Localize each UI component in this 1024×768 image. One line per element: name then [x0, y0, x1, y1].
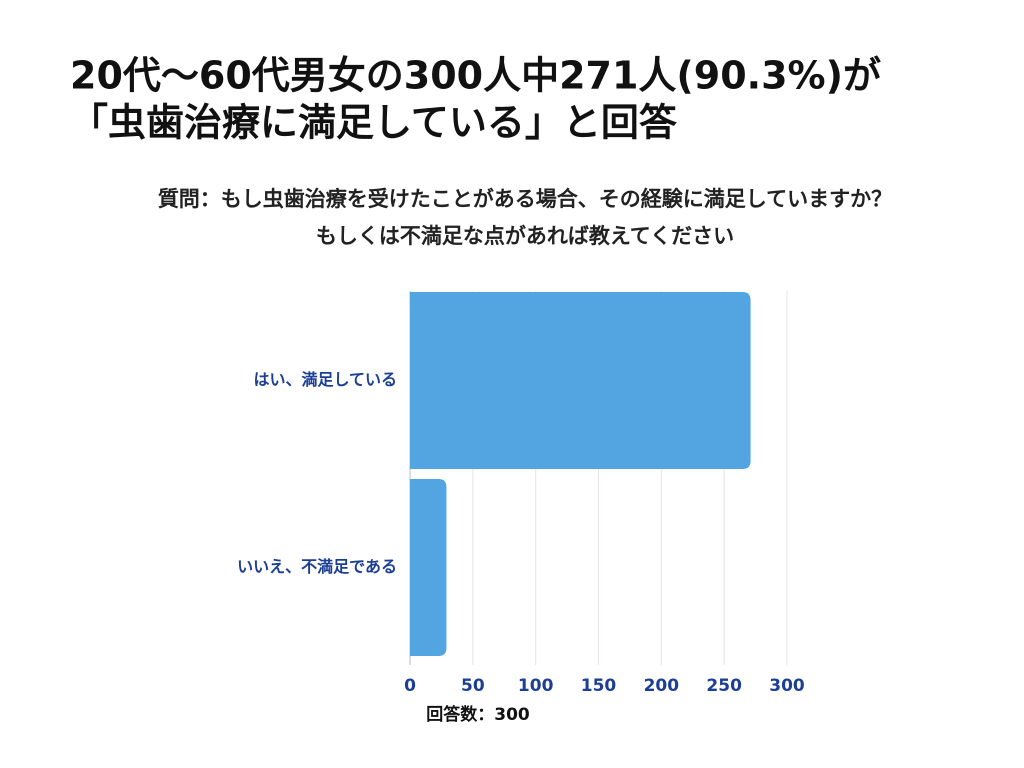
bar	[410, 292, 751, 469]
chart-title: 「虫歯治療に満足している」と回答	[70, 101, 678, 145]
x-tick-label: 0	[404, 676, 416, 696]
chart-subtitle: 質問：もし虫歯治療を受けたことがある場合、その経験に満足していますか？	[158, 187, 892, 211]
x-tick-label: 150	[581, 676, 617, 696]
x-axis-label: 回答数：300	[426, 704, 530, 725]
chart-subtitle: もしくは不満足な点があれば教えてください	[316, 224, 734, 248]
bar	[410, 479, 447, 656]
y-tick-label: はい、満足している	[253, 370, 397, 389]
x-tick-label: 50	[461, 676, 485, 696]
x-tick-label: 200	[644, 676, 680, 696]
x-tick-label: 250	[706, 676, 742, 696]
x-tick-label: 100	[518, 676, 554, 696]
y-tick-label: いいえ、不満足である	[237, 557, 397, 576]
x-tick-label: 300	[769, 676, 805, 696]
chart-title: 20代〜60代男女の300人中271人(90.3%)が	[70, 54, 881, 98]
